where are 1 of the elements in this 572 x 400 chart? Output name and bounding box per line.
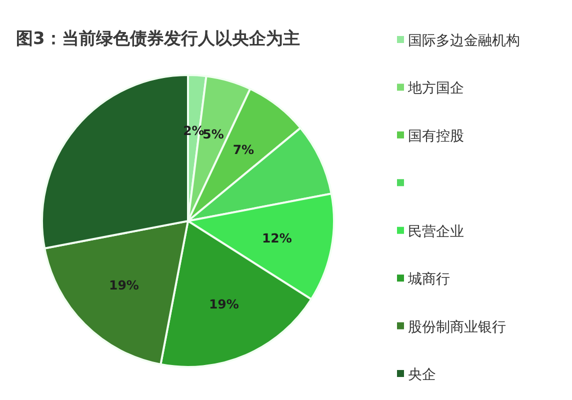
title: 图3：当前绿色债券发行人以央企为主 (16, 29, 300, 49)
